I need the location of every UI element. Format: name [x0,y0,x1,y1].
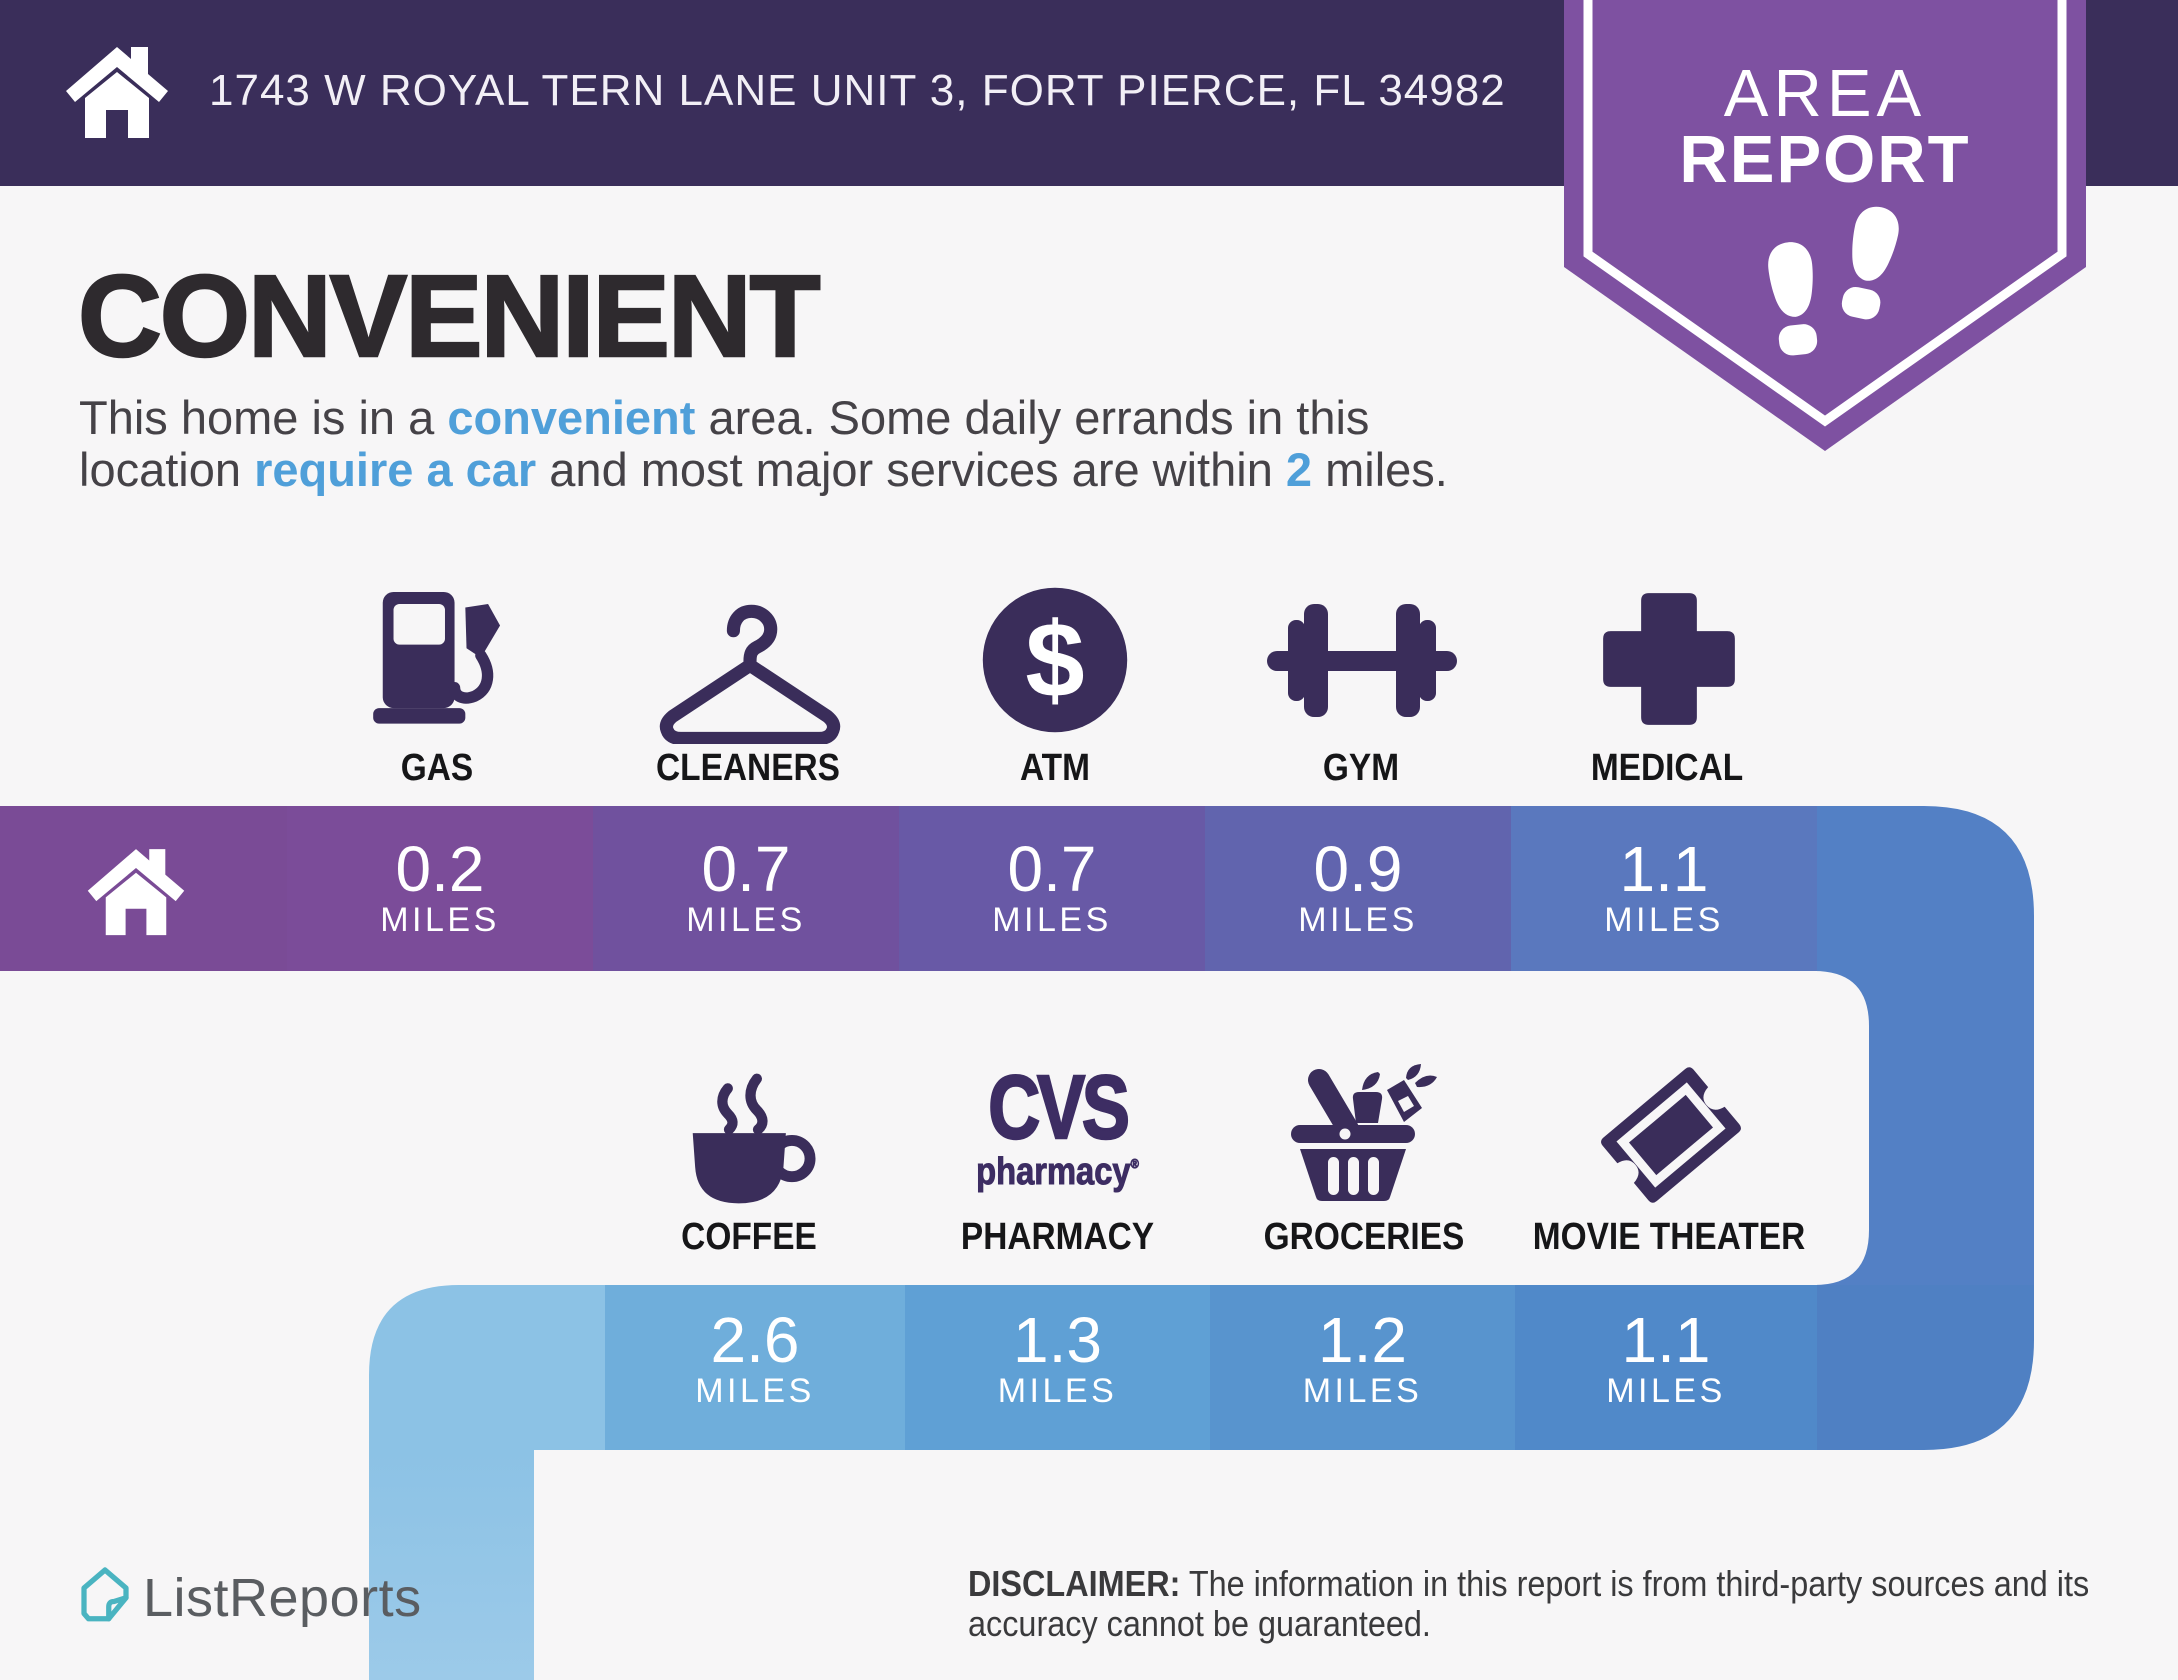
svg-text:AREA: AREA [1724,56,1926,131]
svg-text:$: $ [1025,601,1084,720]
svg-text:REPORT: REPORT [1679,122,1970,197]
